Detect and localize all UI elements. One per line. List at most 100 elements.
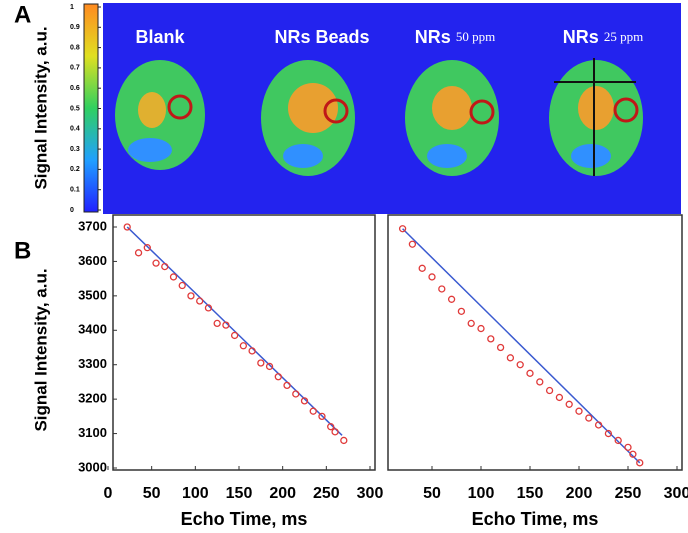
data-point (467, 319, 475, 328)
data-point (248, 347, 256, 355)
data-point (614, 436, 622, 445)
data-point (418, 264, 426, 272)
x-tick-label: 100 (468, 485, 495, 502)
colorbar-tick-label: 0.6 (70, 85, 80, 92)
data-point (624, 443, 632, 451)
colorbar (83, 3, 99, 213)
y-axis-label: Signal Intensity, a.u. (31, 268, 50, 431)
data-point (257, 359, 265, 367)
data-point (457, 307, 466, 316)
data-point (274, 373, 282, 381)
data-point (496, 343, 505, 352)
data-point (629, 450, 637, 458)
data-point (143, 244, 151, 252)
image-title: Blank (135, 27, 185, 47)
data-point (487, 335, 495, 343)
x-tick-label: 300 (357, 485, 384, 502)
data-point (213, 319, 221, 328)
data-point (585, 414, 593, 422)
data-point (292, 390, 300, 398)
data-point (536, 378, 544, 386)
data-point (161, 262, 169, 271)
fit-line (402, 228, 641, 464)
x-axis-label: Echo Time, ms (472, 509, 599, 529)
data-point (169, 273, 178, 281)
title-part: Blank (135, 27, 185, 47)
data-point (239, 342, 248, 350)
plot-frame (387, 214, 683, 471)
data-point (438, 285, 446, 293)
title-part: NRs (563, 27, 599, 47)
data-point (152, 259, 160, 267)
y-tick-label: 3700 (78, 218, 107, 233)
colorbar-tick-label: 1 (70, 4, 74, 11)
title-part: NRs (415, 27, 451, 47)
data-point (604, 429, 613, 438)
colorbar-tick-label: 0.3 (70, 146, 80, 153)
y-tick-label: 3100 (78, 425, 107, 440)
brain-images (115, 58, 643, 176)
y-tick-label: 3600 (78, 253, 107, 268)
x-tick-label: 50 (143, 485, 161, 502)
data-point (555, 393, 564, 402)
data-point (340, 436, 348, 445)
colorbar-tick-label: 0.8 (70, 44, 80, 51)
x-tick-label: 150 (226, 485, 253, 502)
x-tick-label: 100 (182, 485, 209, 502)
x-tick-label: 0 (104, 485, 113, 502)
data-point (545, 386, 554, 395)
data-point (331, 428, 339, 436)
y-tick-label: 3500 (78, 287, 107, 302)
title-part: 25 ppm (604, 29, 643, 44)
title-part: NRs Beads (274, 27, 369, 47)
y-tick-label: 3300 (78, 356, 107, 371)
y-axis-label: Signal Intensity, a.u. (31, 26, 50, 189)
data-point (300, 397, 309, 405)
data-point (204, 304, 213, 312)
data-point (327, 423, 335, 431)
y-tick-label: 3200 (78, 391, 107, 406)
data-point (123, 223, 131, 231)
x-tick-label: 200 (566, 485, 593, 502)
colorbar-tick-label: 0.4 (70, 126, 80, 133)
panel-label: A (14, 1, 31, 28)
data-point (187, 292, 195, 300)
data-point (526, 369, 534, 377)
data-point (447, 295, 456, 303)
data-point (318, 412, 326, 421)
data-point (230, 331, 239, 340)
data-point (222, 321, 230, 329)
x-tick-label: 50 (423, 485, 441, 502)
colorbar-tick-label: 0.5 (70, 105, 80, 112)
data-point (636, 459, 644, 467)
colorbar-tick-label: 0.9 (70, 24, 80, 31)
colorbar-tick-label: 0 (70, 207, 74, 214)
y-tick-label: 3400 (78, 322, 107, 337)
data-point (506, 354, 515, 362)
x-axis-label: Echo Time, ms (181, 509, 308, 529)
colorbar-tick-label: 0.7 (70, 65, 80, 72)
y-tick-label: 3000 (78, 459, 107, 474)
fit-line (126, 226, 343, 436)
data-point (309, 407, 317, 415)
data-point (428, 273, 436, 281)
image-title: NRs 50 ppm (415, 27, 495, 47)
data-point (477, 324, 485, 333)
data-point (516, 361, 524, 369)
image-title: NRs 25 ppm (563, 27, 643, 47)
image-title: NRs Beads (274, 27, 369, 47)
colorbar-tick-label: 0.2 (70, 166, 80, 173)
x-tick-label: 250 (615, 485, 642, 502)
x-tick-label: 250 (313, 485, 340, 502)
x-tick-label: 150 (517, 485, 544, 502)
data-point (408, 240, 417, 248)
data-point (265, 362, 274, 371)
title-part: 50 ppm (456, 29, 495, 44)
data-point (196, 297, 204, 305)
data-point (565, 400, 573, 408)
data-point (283, 381, 291, 390)
x-tick-label: 200 (269, 485, 296, 502)
x-tick-label: 300 (664, 485, 688, 502)
colorbar-tick-label: 0.1 (70, 187, 80, 194)
data-point (178, 281, 186, 290)
